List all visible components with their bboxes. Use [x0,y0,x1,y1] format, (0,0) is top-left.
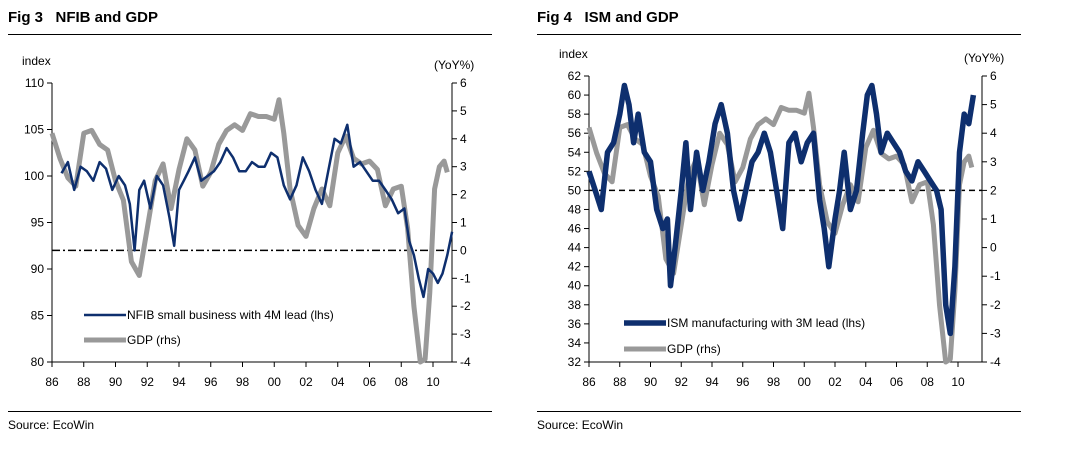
figure-3-title: Fig 3 NFIB and GDP [8,9,159,26]
right-tick-label: 4 [990,126,997,140]
right-tick-label: 5 [990,98,997,112]
right-tick-label: 2 [990,183,997,197]
x-tick-label: 02 [299,375,313,389]
figure-3-bottom-rule [8,411,492,412]
x-tick-label: 00 [268,375,282,389]
right-tick-label: 4 [460,132,467,146]
x-tick-label: 04 [331,375,345,389]
left-tick-label: 48 [568,202,582,216]
x-tick-label: 98 [236,375,250,389]
left-tick-label: 58 [568,107,582,121]
right-tick-label: -1 [460,271,471,285]
x-tick-label: 86 [582,375,596,389]
x-tick-label: 90 [109,375,123,389]
left-tick-label: 46 [568,222,582,236]
left-tick-label: 40 [568,279,582,293]
right-tick-label: -3 [460,327,471,341]
figure-4-title: Fig 4 ISM and GDP [537,9,679,26]
left-tick-label: 56 [568,126,582,140]
x-tick-label: 08 [921,375,935,389]
right-tick-label: -4 [460,355,471,369]
right-tick-label: -2 [460,299,471,313]
figure-4-chart: index (YoY%)32343638404244464850525456586… [559,47,1004,389]
right-tick-label: 3 [990,155,997,169]
figure-4-source: Source: EcoWin [537,418,624,432]
left-tick-label: 105 [24,123,44,137]
right-tick-label: 6 [460,76,467,90]
x-tick-label: 88 [77,375,91,389]
right-tick-label: 1 [460,216,467,230]
figure-3-panel: Fig 3 NFIB and GDP index (YoY%) 80 85 90 95 10… [8,9,492,432]
left-tick-label: 42 [568,260,582,274]
x-tick-label: 94 [172,375,186,389]
right-axis-label: (YoY%) [964,51,1004,65]
x-tick-label: 88 [613,375,627,389]
left-tick-label: 100 [24,169,44,183]
x-tick-label: 06 [363,375,377,389]
right-axis-label: (YoY%) [434,58,474,72]
x-tick-label: 08 [395,375,409,389]
figure-4-bottom-rule [537,411,1021,412]
x-tick-label: 94 [705,375,719,389]
left-tick-label: 80 [31,355,45,369]
legend-label: GDP (rhs) [667,342,721,356]
figure-4-panel: Fig 4 ISM and GDP index (YoY%) 32 34 36 38 40 4… [536,0,1076,454]
left-tick-label: 62 [568,69,582,83]
figure-3-chart: index (YoY%)80859095100105110-4-3-2-10123… [22,54,474,389]
right-tick-label: 1 [990,212,997,226]
left-tick-label: 85 [31,309,45,323]
x-tick-label: 10 [426,375,440,389]
x-tick-label: 92 [141,375,155,389]
left-tick-label: 110 [25,76,44,90]
left-tick-label: 44 [568,241,582,255]
legend-label: GDP (rhs) [127,333,181,347]
left-tick-label: 32 [568,355,582,369]
left-tick-label: 60 [568,88,582,102]
x-tick-label: 90 [644,375,658,389]
x-tick-label: 96 [204,375,218,389]
left-tick-label: 34 [568,336,582,350]
x-tick-label: 10 [951,375,965,389]
left-axis-label: index [22,54,51,68]
left-tick-label: 36 [568,317,582,331]
left-tick-label: 54 [568,145,582,159]
figure-3-top-rule [8,34,492,35]
right-tick-label: 2 [460,188,467,202]
right-tick-label: 6 [990,69,997,83]
right-tick-label: 0 [460,243,467,257]
x-tick-label: 00 [798,375,812,389]
right-tick-label: -3 [990,326,1001,340]
x-tick-label: 96 [736,375,750,389]
series-line-lhs [586,82,977,337]
figure-3-source: Source: EcoWin [8,418,95,432]
legend-label: ISM manufacturing with 3M lead (lhs) [667,316,865,330]
x-tick-label: 04 [859,375,873,389]
figure-4-top-rule [537,34,1021,35]
right-tick-label: 0 [990,241,997,255]
right-tick-label: 3 [460,160,467,174]
right-tick-label: -4 [990,355,1001,369]
series-line-gdp [49,97,450,365]
x-tick-label: 92 [675,375,689,389]
left-tick-label: 95 [31,216,45,230]
right-tick-label: 5 [460,104,467,118]
right-tick-label: -1 [990,269,1001,283]
left-tick-label: 50 [568,183,582,197]
left-tick-label: 90 [31,262,45,276]
x-tick-label: 98 [767,375,781,389]
series-line-gdp [586,90,975,365]
left-tick-label: 52 [568,164,582,178]
series-line-lhs [60,123,454,299]
x-tick-label: 06 [890,375,904,389]
x-tick-label: 86 [45,375,59,389]
legend-label: NFIB small business with 4M lead (lhs) [127,308,334,322]
x-tick-label: 02 [828,375,842,389]
left-axis-label: index [559,47,588,61]
right-tick-label: -2 [990,298,1001,312]
left-tick-label: 38 [568,298,582,312]
